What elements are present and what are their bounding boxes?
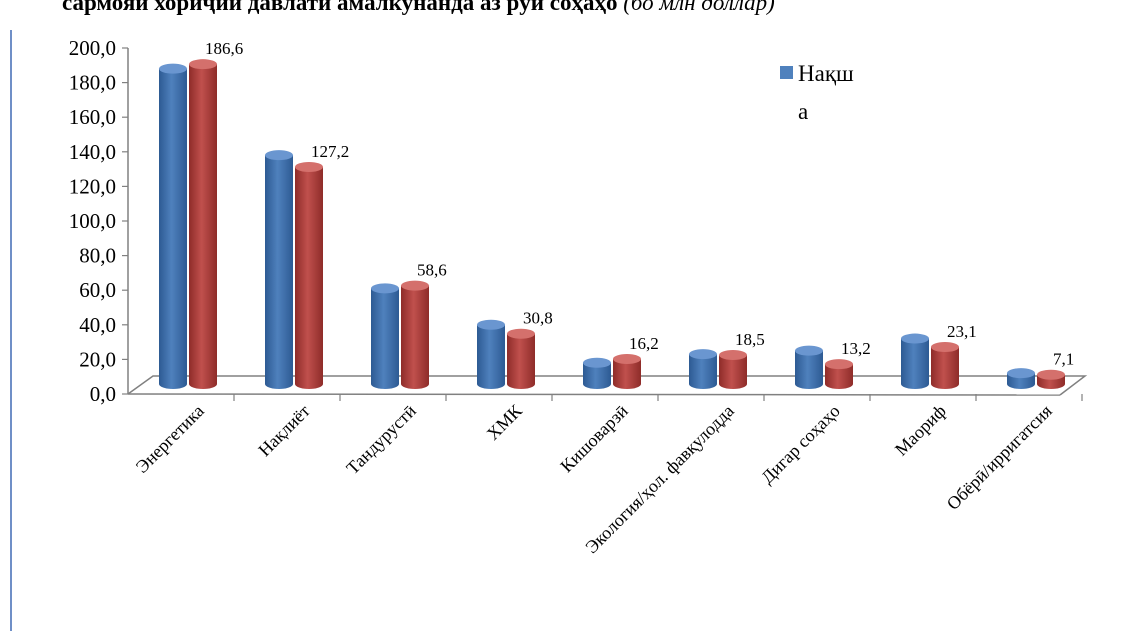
bar-actual — [931, 342, 959, 389]
x-category-label: Нақлиёт — [254, 401, 314, 461]
y-tick-label: 0,0 — [90, 382, 116, 406]
x-category-label: Кишоварзӣ — [556, 400, 632, 476]
bar-actual — [189, 59, 217, 389]
x-axis — [127, 393, 1061, 396]
y-tick-label: 80,0 — [79, 244, 116, 268]
bar-plan — [583, 357, 611, 389]
data-label: 186,6 — [205, 39, 243, 58]
y-tick-label: 120,0 — [69, 174, 116, 198]
bar-plan — [901, 333, 929, 389]
chart-title: сармояи хориҷии давлатӣ амалкунанда аз р… — [62, 0, 775, 16]
x-category-label: Обёрӣ/ирригатсия — [943, 401, 1056, 514]
bar-plan — [159, 63, 187, 390]
bar-plan — [689, 349, 717, 389]
bar-plan — [265, 150, 293, 389]
data-label: 58,6 — [417, 261, 447, 280]
x-category-label: Тандурустӣ — [342, 400, 420, 478]
x-category-label: Маориф — [891, 401, 950, 460]
y-tick-label: 40,0 — [79, 313, 116, 337]
bar-actual — [1037, 369, 1065, 389]
x-category-label: ХМК — [483, 400, 527, 444]
y-tick-label: 60,0 — [79, 278, 116, 302]
legend-swatch-plan — [780, 66, 793, 79]
bar-actual — [507, 328, 535, 389]
y-tick-label: 200,0 — [69, 36, 116, 60]
legend-label-line1: Нақш — [798, 61, 854, 86]
bar-plan — [1007, 368, 1035, 389]
bar-actual — [295, 161, 323, 389]
bar-actual — [613, 353, 641, 389]
bar-plan — [477, 319, 505, 389]
y-tick-label: 160,0 — [69, 105, 116, 129]
bar-plan — [795, 345, 823, 389]
bar-plan — [371, 283, 399, 389]
y-tick-label: 100,0 — [69, 209, 116, 233]
data-label: 18,5 — [735, 330, 765, 349]
y-tick-label: 20,0 — [79, 347, 116, 371]
legend-label-line2: а — [798, 99, 808, 124]
data-label: 16,2 — [629, 334, 659, 353]
x-category-label: Дигар соҳаҳо — [757, 401, 844, 488]
data-label: 7,1 — [1053, 350, 1074, 369]
bar-actual — [401, 280, 429, 389]
y-tick-label: 140,0 — [69, 140, 116, 164]
data-label: 127,2 — [311, 142, 349, 161]
left-margin-rule — [10, 30, 12, 631]
bar-actual — [825, 359, 853, 389]
data-label: 13,2 — [841, 339, 871, 358]
chart-title-main: сармояи хориҷии давлатӣ амалкунанда аз р… — [62, 0, 618, 15]
y-tick-label: 180,0 — [69, 71, 116, 95]
bar-actual — [719, 349, 747, 389]
data-label: 30,8 — [523, 309, 553, 328]
x-category-label: Энергетика — [132, 401, 208, 477]
data-label: 23,1 — [947, 322, 977, 341]
chart-title-unit: (бо млн доллар) — [623, 0, 775, 15]
